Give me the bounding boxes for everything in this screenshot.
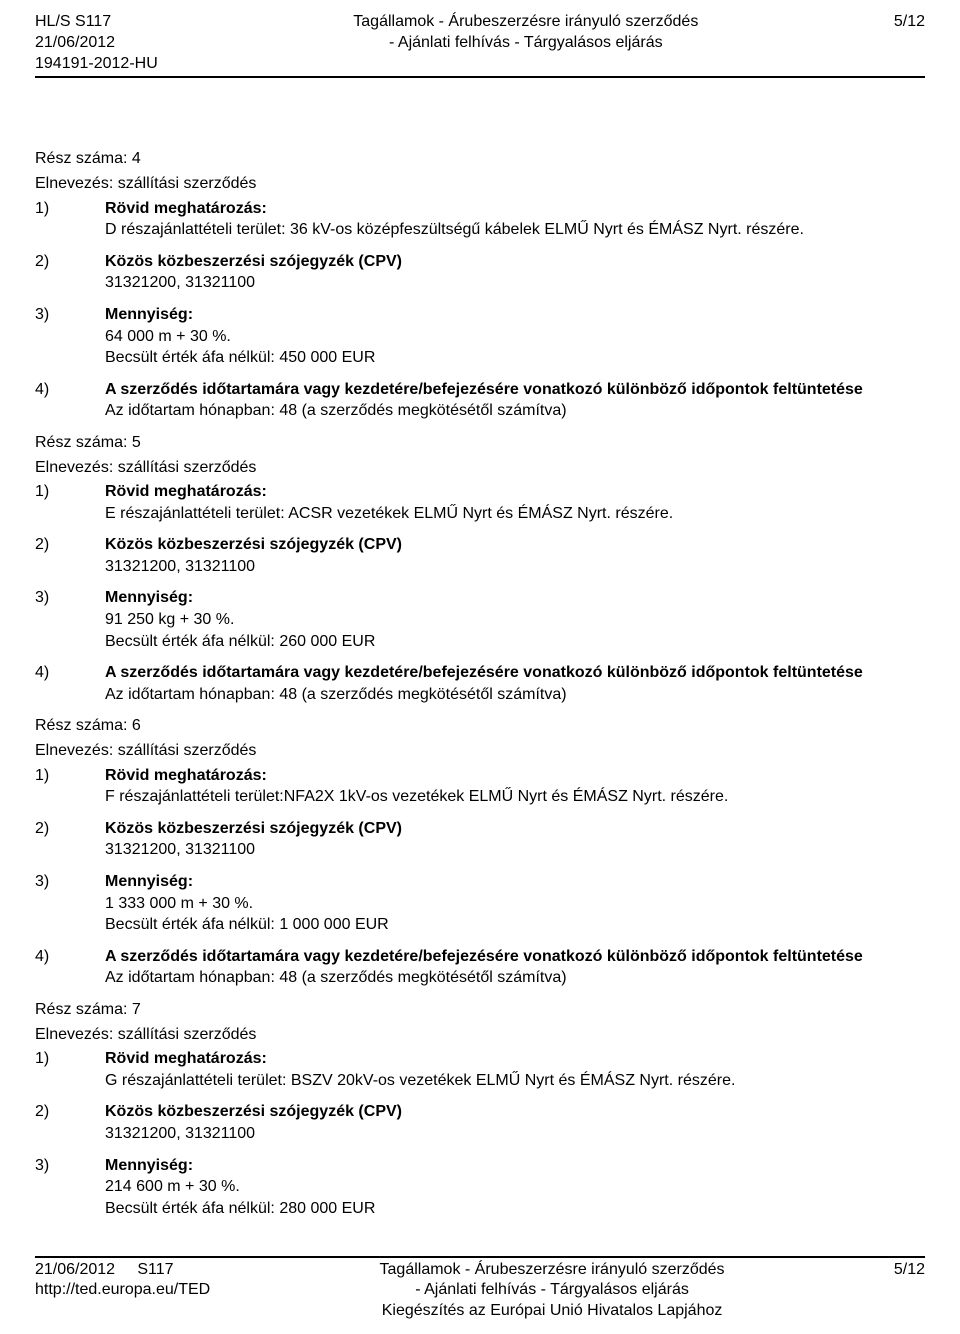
duration-heading: A szerződés időtartamára vagy kezdetére/… — [105, 662, 925, 684]
resz-label: Rész száma: — [35, 1001, 127, 1018]
rovid-heading: Rövid meghatározás: — [105, 198, 925, 220]
part-heading: Rész száma: 6 — [35, 715, 925, 737]
qty-value: 91 250 kg + 30 %. — [105, 609, 925, 631]
elnevezes: Elnevezés: szállítási szerződés — [35, 457, 925, 479]
rovid-heading: Rövid meghatározás: — [105, 1048, 925, 1070]
est-value: Becsült érték áfa nélkül: 280 000 EUR — [105, 1198, 925, 1220]
cpv-heading: Közös közbeszerzési szójegyzék (CPV) — [105, 818, 925, 840]
footer-date: 21/06/2012 — [35, 1261, 115, 1278]
item-num: 1) — [35, 1048, 105, 1091]
footer-issue: S117 — [137, 1261, 173, 1278]
qty-value: 214 600 m + 30 %. — [105, 1176, 925, 1198]
header-center: Tagállamok - Árubeszerzésre irányuló sze… — [158, 12, 894, 54]
cpv-value: 31321200, 31321100 — [105, 556, 925, 578]
item-num: 1) — [35, 198, 105, 241]
header-left: HL/S S117 21/06/2012 194191-2012-HU — [35, 12, 158, 74]
qty-heading: Mennyiség: — [105, 871, 925, 893]
item-num: 1) — [35, 765, 105, 808]
qty-value: 64 000 m + 30 %. — [105, 326, 925, 348]
footer-left: 21/06/2012 S117 http://ted.europa.eu/TED — [35, 1260, 210, 1302]
rovid-desc: F részajánlattételi terület:NFA2X 1kV-os… — [105, 786, 925, 808]
part-heading: Rész száma: 7 — [35, 999, 925, 1021]
item-num: 2) — [35, 1101, 105, 1144]
qty-value: 1 333 000 m + 30 %. — [105, 893, 925, 915]
elnevezes: Elnevezés: szállítási szerződés — [35, 1024, 925, 1046]
rovid-heading: Rövid meghatározás: — [105, 765, 925, 787]
elnevezes: Elnevezés: szállítási szerződés — [35, 740, 925, 762]
duration-heading: A szerződés időtartamára vagy kezdetére/… — [105, 379, 925, 401]
cpv-heading: Közös közbeszerzési szójegyzék (CPV) — [105, 534, 925, 556]
duration-body: Az időtartam hónapban: 48 (a szerződés m… — [105, 400, 925, 422]
duration-body: Az időtartam hónapban: 48 (a szerződés m… — [105, 967, 925, 989]
item-num: 3) — [35, 304, 105, 369]
rovid-desc: G részajánlattételi terület: BSZV 20kV-o… — [105, 1070, 925, 1092]
resz-label: Rész száma: — [35, 717, 127, 734]
item-num: 4) — [35, 946, 105, 989]
resz-num: 6 — [132, 717, 141, 734]
qty-heading: Mennyiség: — [105, 1155, 925, 1177]
cpv-heading: Közös közbeszerzési szójegyzék (CPV) — [105, 251, 925, 273]
qty-heading: Mennyiség: — [105, 304, 925, 326]
item-num: 3) — [35, 871, 105, 936]
duration-heading: A szerződés időtartamára vagy kezdetére/… — [105, 946, 925, 968]
cpv-value: 31321200, 31321100 — [105, 839, 925, 861]
header-right: 5/12 — [894, 12, 925, 33]
est-value: Becsült érték áfa nélkül: 450 000 EUR — [105, 347, 925, 369]
est-value: Becsült érték áfa nélkül: 260 000 EUR — [105, 631, 925, 653]
header-docnum: 194191-2012-HU — [35, 54, 158, 75]
cpv-value: 31321200, 31321100 — [105, 272, 925, 294]
duration-body: Az időtartam hónapban: 48 (a szerződés m… — [105, 684, 925, 706]
rovid-desc: D részajánlattételi terület: 36 kV-os kö… — [105, 219, 925, 241]
rovid-desc: E részajánlattételi terület: ACSR vezeté… — [105, 503, 925, 525]
cpv-heading: Közös közbeszerzési szójegyzék (CPV) — [105, 1101, 925, 1123]
rovid-heading: Rövid meghatározás: — [105, 481, 925, 503]
item-num: 4) — [35, 379, 105, 422]
page-header: HL/S S117 21/06/2012 194191-2012-HU Tagá… — [35, 12, 925, 78]
header-title1: Tagállamok - Árubeszerzésre irányuló sze… — [158, 12, 894, 33]
header-date: 21/06/2012 — [35, 33, 158, 54]
resz-label: Rész száma: — [35, 150, 127, 167]
item-num: 1) — [35, 481, 105, 524]
resz-num: 5 — [132, 434, 141, 451]
item-num: 4) — [35, 662, 105, 705]
header-title2: - Ajánlati felhívás - Tárgyalásos eljárá… — [158, 33, 894, 54]
page-footer: 21/06/2012 S117 http://ted.europa.eu/TED… — [35, 1256, 925, 1322]
item-num: 2) — [35, 818, 105, 861]
resz-label: Rész száma: — [35, 434, 127, 451]
footer-pagenum: 5/12 — [894, 1260, 925, 1281]
footer-title3: Kiegészítés az Európai Unió Hivatalos La… — [210, 1301, 894, 1322]
header-pagenum: 5/12 — [894, 12, 925, 33]
header-ref: HL/S S117 — [35, 12, 158, 33]
cpv-value: 31321200, 31321100 — [105, 1123, 925, 1145]
footer-right: 5/12 — [894, 1260, 925, 1281]
resz-num: 4 — [132, 150, 141, 167]
elnevezes: Elnevezés: szállítási szerződés — [35, 173, 925, 195]
item-num: 3) — [35, 1155, 105, 1220]
qty-heading: Mennyiség: — [105, 587, 925, 609]
footer-center: Tagállamok - Árubeszerzésre irányuló sze… — [210, 1260, 894, 1322]
part-heading: Rész száma: 4 — [35, 148, 925, 170]
footer-url: http://ted.europa.eu/TED — [35, 1280, 210, 1301]
footer-title2: - Ajánlati felhívás - Tárgyalásos eljárá… — [210, 1280, 894, 1301]
item-num: 3) — [35, 587, 105, 652]
item-num: 2) — [35, 251, 105, 294]
item-num: 2) — [35, 534, 105, 577]
document-body: Rész száma: 4 Elnevezés: szállítási szer… — [35, 148, 925, 1219]
part-heading: Rész száma: 5 — [35, 432, 925, 454]
resz-num: 7 — [132, 1001, 141, 1018]
footer-title1: Tagállamok - Árubeszerzésre irányuló sze… — [210, 1260, 894, 1281]
est-value: Becsült érték áfa nélkül: 1 000 000 EUR — [105, 914, 925, 936]
